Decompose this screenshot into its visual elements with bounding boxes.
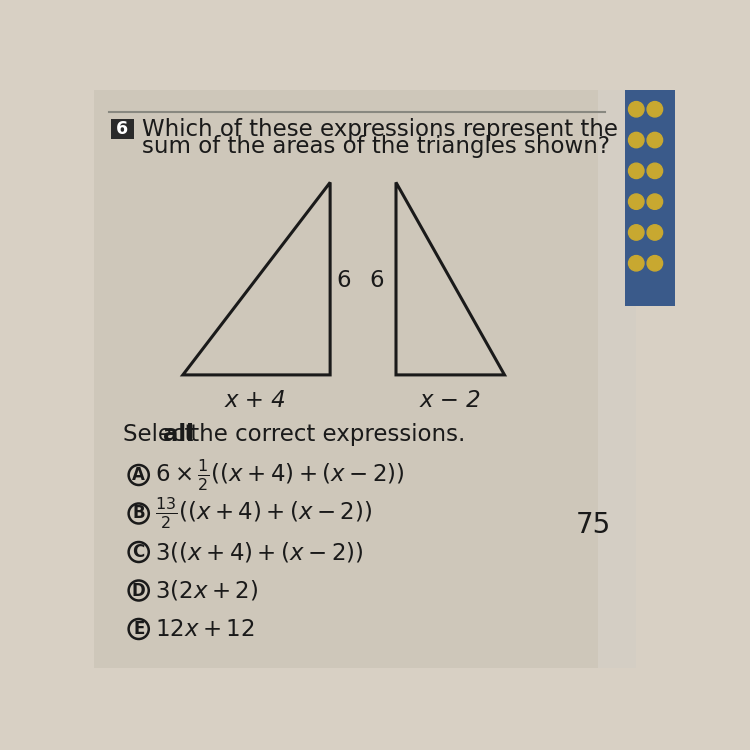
Circle shape <box>647 256 662 271</box>
Text: D: D <box>132 581 146 599</box>
FancyBboxPatch shape <box>94 90 613 668</box>
Circle shape <box>647 132 662 148</box>
Circle shape <box>628 101 644 117</box>
FancyBboxPatch shape <box>111 119 134 140</box>
Text: Select: Select <box>123 424 201 446</box>
FancyBboxPatch shape <box>598 90 636 668</box>
Circle shape <box>628 164 644 178</box>
Text: all: all <box>164 424 194 446</box>
Text: 75: 75 <box>576 511 611 539</box>
Circle shape <box>129 542 149 562</box>
Text: x + 4: x + 4 <box>224 388 286 412</box>
Circle shape <box>647 225 662 240</box>
Circle shape <box>628 225 644 240</box>
Text: the correct expressions.: the correct expressions. <box>183 424 465 446</box>
Circle shape <box>628 132 644 148</box>
Circle shape <box>628 256 644 271</box>
Circle shape <box>129 503 149 524</box>
Text: B: B <box>133 505 145 523</box>
Text: Which of these expressions represent the: Which of these expressions represent the <box>142 118 618 141</box>
Text: $3(2x + 2)$: $3(2x + 2)$ <box>155 578 258 602</box>
Text: $3((x + 4) + (x - 2))$: $3((x + 4) + (x - 2))$ <box>155 540 364 564</box>
Text: $6 \times \frac{1}{2}((x + 4) + (x - 2))$: $6 \times \frac{1}{2}((x + 4) + (x - 2))… <box>155 458 405 493</box>
Circle shape <box>628 194 644 209</box>
Circle shape <box>129 619 149 639</box>
Text: 6: 6 <box>116 120 128 138</box>
Circle shape <box>647 194 662 209</box>
Text: A: A <box>132 466 146 484</box>
Circle shape <box>129 465 149 485</box>
Text: sum of the areas of the triangles shown?: sum of the areas of the triangles shown? <box>142 136 610 158</box>
Text: 6: 6 <box>370 269 384 292</box>
Text: C: C <box>133 543 145 561</box>
Text: 6: 6 <box>336 269 351 292</box>
Text: E: E <box>133 620 145 638</box>
Circle shape <box>647 101 662 117</box>
Circle shape <box>129 580 149 601</box>
Text: $\frac{13}{2}((x + 4) + (x - 2))$: $\frac{13}{2}((x + 4) + (x - 2))$ <box>155 496 372 531</box>
Circle shape <box>647 164 662 178</box>
FancyBboxPatch shape <box>625 90 675 305</box>
Text: $12x + 12$: $12x + 12$ <box>155 617 254 640</box>
Text: x − 2: x − 2 <box>419 388 481 412</box>
